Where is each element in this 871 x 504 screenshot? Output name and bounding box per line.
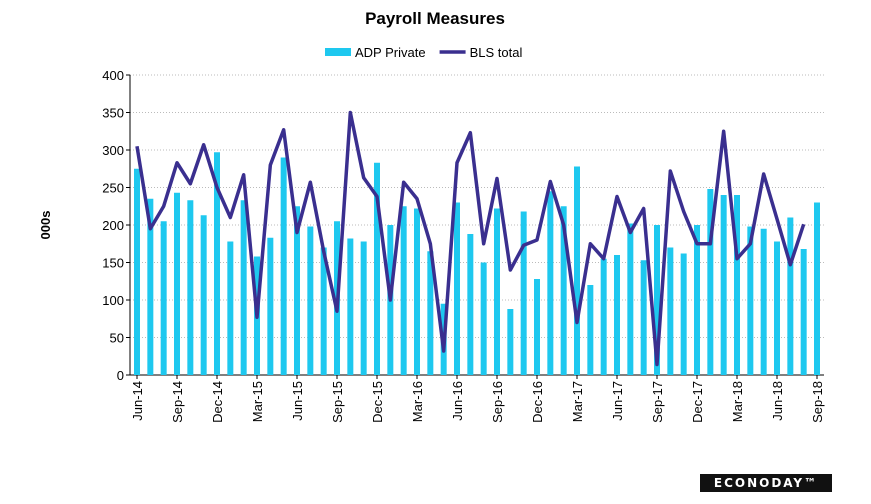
bar (600, 258, 607, 375)
bar (627, 223, 634, 375)
bar (240, 200, 247, 375)
bar (174, 192, 180, 375)
x-tick-label: Jun-15 (290, 381, 305, 421)
bar (507, 309, 514, 375)
footer-logo: ECONODAY™ (700, 474, 832, 492)
bar (814, 202, 820, 375)
bar (587, 285, 594, 375)
bar (534, 279, 540, 375)
bar (374, 162, 380, 375)
x-tick-label: Jun-17 (610, 381, 625, 421)
bar (680, 253, 687, 375)
x-tick-label: Mar-17 (570, 381, 585, 422)
y-tick-label: 250 (102, 181, 124, 196)
bar (320, 247, 327, 375)
x-tick-label: Dec-17 (690, 381, 705, 423)
bar (574, 166, 580, 375)
bar (640, 260, 647, 375)
bar (147, 198, 154, 375)
bar (454, 202, 460, 375)
y-tick-label: 400 (102, 68, 124, 83)
y-tick-label: 100 (102, 293, 124, 308)
bar (280, 157, 287, 375)
bar (520, 211, 527, 375)
x-tick-label: Sep-16 (490, 381, 505, 423)
x-tick-label: Dec-15 (370, 381, 385, 423)
bar (787, 217, 794, 375)
x-tick-label: Mar-15 (250, 381, 265, 422)
x-tick-label: Mar-16 (410, 381, 425, 422)
legend-label: ADP Private (355, 45, 426, 60)
y-tick-label: 300 (102, 143, 124, 158)
bar (667, 247, 674, 375)
bar (214, 152, 220, 375)
bar (734, 195, 740, 375)
line (135, 110, 806, 367)
x-tick-label: Sep-15 (330, 381, 345, 423)
x-tick-label: Jun-16 (450, 381, 465, 421)
chart-title: Payroll Measures (365, 9, 505, 28)
y-tick-label: 0 (117, 368, 124, 383)
bar (547, 191, 554, 375)
bar (774, 241, 780, 375)
bar (694, 225, 700, 375)
x-tick-label: Jun-14 (130, 381, 145, 421)
bar (400, 206, 407, 375)
bar (560, 206, 567, 375)
y-axis-label: 000s (38, 211, 53, 240)
bar (747, 226, 754, 375)
x-tick-label: Jun-18 (770, 381, 785, 421)
y-tick-label: 200 (102, 218, 124, 233)
x-tick-label: Dec-14 (210, 381, 225, 423)
y-tick-label: 150 (102, 256, 124, 271)
y-tick-label: 50 (110, 331, 124, 346)
bar (494, 208, 500, 375)
bar (294, 206, 300, 375)
bar (720, 195, 727, 375)
bar (614, 255, 620, 375)
bar (160, 221, 167, 375)
bar (200, 215, 207, 375)
bar (480, 262, 487, 375)
bar (267, 237, 274, 375)
x-tick-label: Sep-14 (170, 381, 185, 423)
bar (654, 225, 660, 375)
bar (800, 249, 807, 375)
x-tick-label: Dec-16 (530, 381, 545, 423)
bar (414, 208, 420, 375)
bar (707, 189, 714, 375)
x-tick-label: Mar-18 (730, 381, 745, 422)
x-tick-label: Sep-17 (650, 381, 665, 423)
bar (134, 168, 140, 375)
bar (467, 234, 474, 375)
y-tick-label: 350 (102, 106, 124, 121)
bar (760, 228, 767, 375)
legend-swatch (325, 48, 351, 56)
bar (360, 241, 367, 375)
bar (427, 251, 434, 375)
bar (227, 241, 234, 375)
bar (307, 226, 314, 375)
bar (347, 238, 354, 375)
x-tick-label: Sep-18 (810, 381, 825, 423)
legend-label: BLS total (470, 45, 523, 60)
bar (187, 200, 194, 375)
